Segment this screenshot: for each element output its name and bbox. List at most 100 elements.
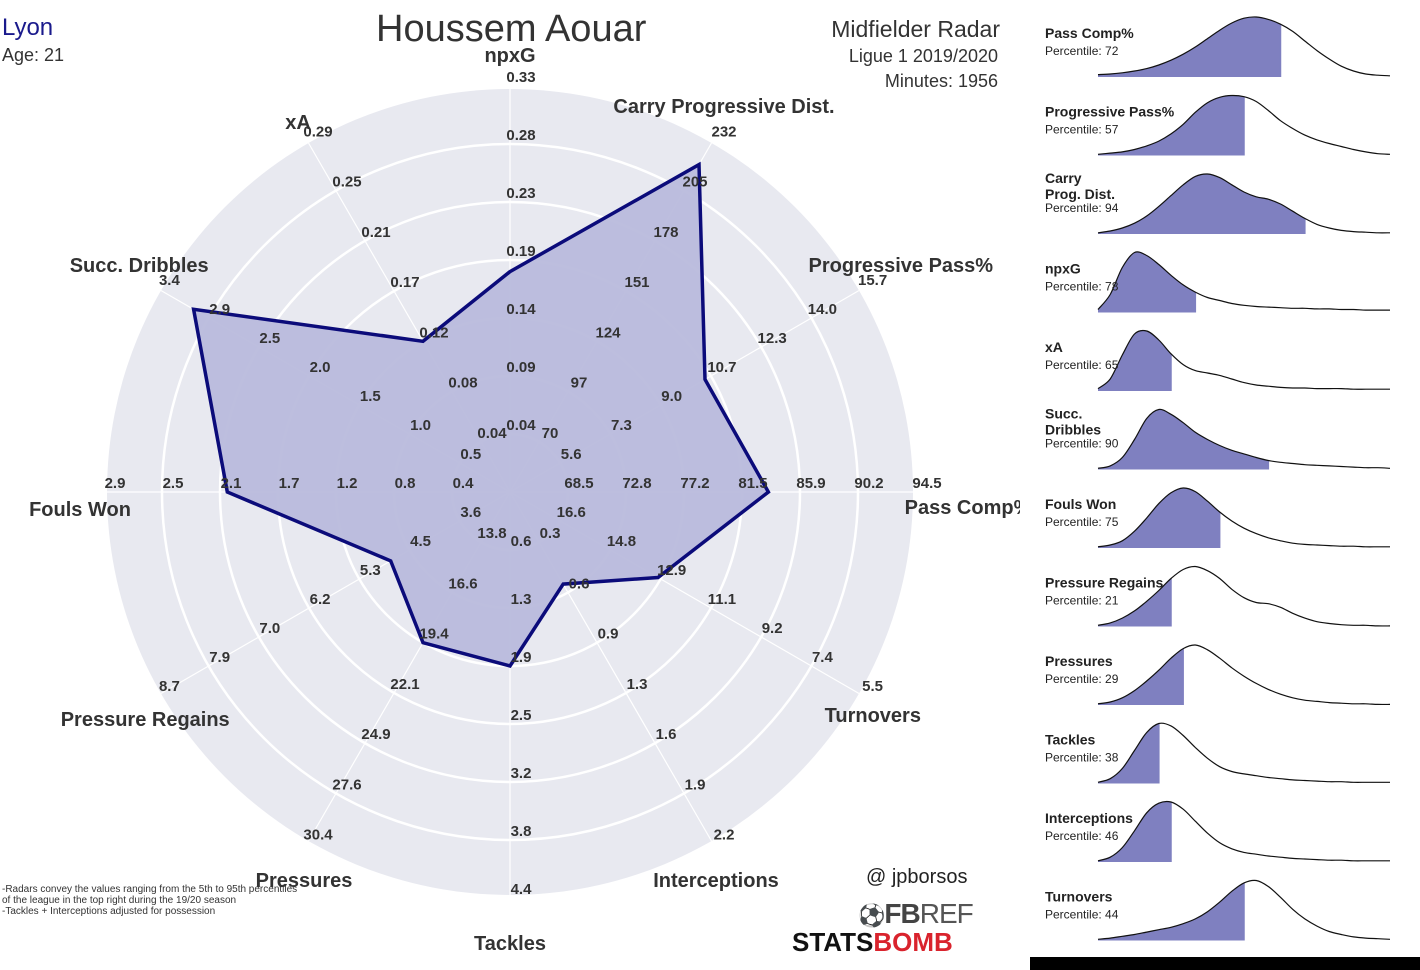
density-fill	[1098, 578, 1171, 627]
density-panel-percentile: Percentile: 44	[1045, 908, 1119, 922]
density-curve	[1097, 408, 1391, 469]
note-line: -Radars convey the values ranging from t…	[2, 884, 298, 895]
radar-tick-label: 0.23	[506, 185, 535, 202]
player-name: Houssem Aouar	[376, 8, 647, 50]
league-season: Ligue 1 2019/2020	[848, 46, 998, 66]
radar-tick-label: 90.2	[854, 475, 883, 492]
radar-axis-label: Carry Progressive Dist.	[613, 96, 834, 118]
fbref-logo: ⚽FBREF	[858, 898, 974, 930]
radar-tick-label: 2.2	[714, 827, 735, 844]
radar-tick-label: 14.8	[607, 533, 636, 550]
radar-tick-label: 3.8	[511, 823, 532, 840]
radar-axis-label: Pass Comp%	[905, 497, 1020, 519]
radar-tick-label: 0.21	[361, 224, 390, 241]
density-curve	[1097, 16, 1391, 77]
radar-tick-label: 72.8	[622, 475, 651, 492]
density-panel-title: Progressive Pass%	[1045, 104, 1175, 120]
radar-tick-label: 77.2	[680, 475, 709, 492]
percentile-density-panels: Pass Comp% Percentile: 72 Progressive Pass…	[1045, 16, 1391, 941]
radar-tick-label: 0.04	[506, 417, 536, 434]
radar-tick-label: 2.5	[511, 707, 532, 724]
radar-axis-label: Pressure Regains	[61, 709, 230, 731]
radar-tick-label: 0.4	[453, 475, 475, 492]
bottom-bar	[1030, 957, 1420, 970]
note-line: of the league in the top right during th…	[2, 895, 237, 906]
radar-axis-label: Progressive Pass%	[809, 255, 994, 277]
radar-tick-label: 8.7	[159, 678, 180, 695]
radar-tick-label: 6.2	[310, 591, 331, 608]
density-panel-title: Fouls Won	[1045, 496, 1116, 512]
density-panel-title: Dribbles	[1045, 422, 1101, 438]
radar-tick-label: 16.6	[557, 504, 586, 521]
density-panel-title: Pressure Regains	[1045, 575, 1163, 591]
radar-tick-label: 0.29	[303, 123, 332, 140]
density-panel-title: Carry	[1045, 170, 1082, 186]
radar-tick-label: 0.17	[390, 274, 419, 291]
radar-tick-label: 3.6	[460, 504, 481, 521]
density-panel-percentile: Percentile: 29	[1045, 672, 1119, 686]
radar-tick-label: 14.0	[808, 301, 837, 318]
radar-tick-label: 0.09	[506, 359, 535, 376]
radar-tick-label: 7.9	[209, 649, 230, 666]
radar-tick-label: 2.9	[209, 301, 230, 318]
fbref-logo-left: FB	[884, 898, 920, 929]
radar-tick-label: 1.3	[511, 591, 532, 608]
radar-tick-label: 3.4	[159, 272, 181, 289]
team-name: Lyon	[2, 14, 54, 41]
radar-tick-label: 68.5	[564, 475, 593, 492]
radar-tick-label: 2.0	[310, 359, 331, 376]
radar-tick-label: 1.6	[656, 726, 677, 743]
radar-tick-label: 2.5	[163, 475, 184, 492]
radar-tick-label: 11.1	[708, 591, 736, 608]
radar-axis-label: xA	[285, 112, 311, 134]
radar-tick-label: 22.1	[390, 676, 419, 693]
radar-tick-label: 94.5	[912, 475, 941, 492]
density-panel-title: Succ.	[1045, 406, 1082, 422]
density-fill	[1098, 173, 1305, 234]
radar-ring	[102, 84, 918, 900]
density-curve	[1097, 251, 1390, 311]
density-fill	[1098, 723, 1159, 784]
radar-tick-label: 1.2	[337, 475, 358, 492]
radar-tick-label: 0.12	[419, 324, 448, 341]
radar-tick-label: 0.9	[598, 626, 619, 643]
radar-tick-label: 0.33	[506, 69, 535, 86]
density-panel-title: Interceptions	[1045, 810, 1133, 826]
radar-tick-label: 0.14	[506, 301, 536, 318]
radar-axis-label: Turnovers	[825, 705, 921, 727]
density-curve	[1097, 94, 1391, 155]
radar-tick-label: 70	[542, 425, 559, 442]
radar-tick-label: 19.4	[419, 626, 449, 643]
density-panel-title: Pressures	[1045, 653, 1113, 669]
radar-tick-label: 30.4	[303, 827, 333, 844]
density-panel-percentile: Percentile: 46	[1045, 829, 1119, 843]
author-handle: @ jpborsos	[866, 866, 968, 888]
density-curve	[1097, 487, 1390, 548]
density-panel-percentile: Percentile: 75	[1045, 515, 1119, 529]
radar-tick-label: 10.7	[707, 359, 736, 376]
density-fill	[1098, 330, 1171, 391]
density-panel-title: xA	[1045, 339, 1063, 355]
fbref-logo-right: REF	[919, 898, 974, 929]
radar-tick-label: 151	[624, 274, 649, 291]
chart-notes: -Radars convey the values ranging from t…	[2, 884, 297, 917]
density-fill	[1098, 487, 1220, 548]
radar-axis-label: Succ. Dribbles	[70, 255, 209, 277]
radar-tick-label: 5.6	[561, 446, 582, 463]
radar-tick-label: 0.5	[460, 446, 481, 463]
radar-tick-label: 0.19	[506, 243, 535, 260]
density-curve	[1097, 565, 1391, 627]
density-panel-percentile: Percentile: 78	[1045, 280, 1119, 294]
statsbomb-logo: STATSBOMB	[792, 927, 953, 958]
density-panel-title: Tackles	[1045, 732, 1096, 748]
radar-tick-label: 232	[711, 123, 736, 140]
radar-tick-label: 1.7	[279, 475, 300, 492]
soccer-ball-icon: ⚽	[858, 903, 885, 928]
density-panel-percentile: Percentile: 38	[1045, 751, 1119, 765]
radar-tick-label: 0.28	[506, 127, 535, 144]
density-panel-percentile: Percentile: 90	[1045, 437, 1119, 451]
density-panel-percentile: Percentile: 72	[1045, 44, 1119, 58]
radar-tick-label: 124	[595, 324, 621, 341]
radar-tick-label: 85.9	[796, 475, 825, 492]
density-curve	[1097, 722, 1390, 783]
